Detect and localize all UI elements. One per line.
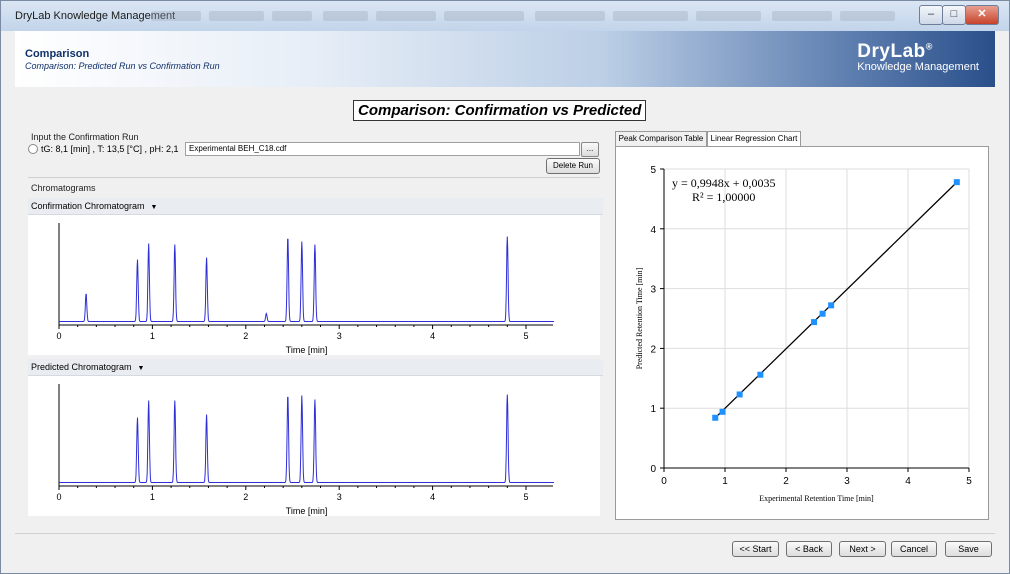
regression-point [811, 319, 818, 326]
dropdown-caret-icon[interactable]: ▼ [150, 204, 158, 211]
tab-linear-regression-chart[interactable]: Linear Regression Chart [707, 131, 801, 147]
regression-y-tick-label: 4 [650, 225, 656, 236]
predicted-chromatogram-x-tick-label: 2 [243, 492, 248, 502]
linear-regression-panel: 0 1 2 3 4 5 0 1 2 3 4 5 Experimental Retention Time … [615, 146, 989, 520]
tab-peak-comparison-table[interactable]: Peak Comparison Table [615, 131, 707, 146]
regression-fit-line [714, 181, 958, 419]
confirmation-chromatogram-x-tick-label: 2 [243, 331, 248, 341]
regression-x-tick-label: 5 [966, 476, 972, 487]
confirmation-chromatogram-x-tick-label: 5 [523, 331, 528, 341]
regression-point [757, 371, 764, 378]
banner-heading: Comparison [25, 48, 90, 60]
regression-y-tick-label: 2 [650, 344, 656, 355]
regression-point [736, 391, 743, 398]
regression-r-squared: R² = 1,00000 [692, 190, 756, 204]
regression-x-tick-label: 4 [905, 476, 911, 487]
header-banner: Comparison Comparison: Predicted Run vs … [15, 31, 995, 87]
dropdown-caret-icon[interactable]: ▼ [137, 365, 145, 372]
confirmation-chromatogram-x-tick-label: 3 [337, 331, 342, 341]
maximize-button[interactable]: □ [942, 5, 966, 25]
regression-y-axis-label: Predicted Retention Time [min] [635, 267, 644, 369]
predicted-chromatogram-x-tick-label: 4 [430, 492, 435, 502]
logo-registered-mark: ® [925, 41, 933, 52]
predicted-chromatogram: 0 1 2 3 4 5 Time [min] [28, 376, 600, 516]
confirmation-chromatogram-header[interactable]: Confirmation Chromatogram ▼ [28, 198, 603, 215]
regression-y-tick-label: 1 [650, 404, 656, 415]
regression-equation: y = 0,9948x + 0,0035 [672, 176, 776, 190]
back-button[interactable]: < Back [786, 541, 832, 557]
confirmation-run-radio[interactable] [28, 144, 38, 154]
regression-y-tick-label: 5 [650, 165, 656, 176]
confirmation-chromatogram-x-tick-label: 4 [430, 331, 435, 341]
title-bar: DryLab Knowledge Management – □ ✕ [1, 1, 1009, 31]
minimize-button[interactable]: – [919, 5, 943, 25]
regression-x-tick-label: 1 [722, 476, 728, 487]
predicted-chromatogram-header[interactable]: Predicted Chromatogram ▼ [28, 359, 603, 376]
regression-x-tick-label: 0 [661, 476, 667, 487]
run-conditions: tG: 8,1 [min] , T: 13,5 [°C] , pH: 2,1 [41, 144, 179, 154]
save-button[interactable]: Save [945, 541, 992, 557]
logo-name: DryLab [857, 41, 926, 62]
predicted-chromatogram-x-axis-label: Time [min] [286, 506, 328, 516]
delete-run-button[interactable]: Delete Run [546, 158, 600, 174]
regression-point [719, 408, 726, 415]
section-divider [28, 177, 600, 178]
predicted-chromatogram-x-tick-label: 3 [337, 492, 342, 502]
browse-button[interactable]: ... [581, 142, 599, 157]
chromatograms-label: Chromatograms [31, 183, 96, 193]
regression-point [953, 179, 960, 186]
regression-y-tick-label: 3 [650, 285, 656, 296]
window-title: DryLab Knowledge Management [15, 10, 176, 22]
confirmation-file-input[interactable]: Experimental BEH_C18.cdf [185, 142, 580, 156]
confirmation-chromatogram-title: Confirmation Chromatogram [31, 201, 145, 211]
confirmation-chromatogram-trace [59, 236, 554, 322]
predicted-chromatogram-x-tick-label: 5 [523, 492, 528, 502]
confirmation-chromatogram: 0 1 2 3 4 5 Time [min] [28, 215, 600, 355]
regression-x-tick-label: 2 [783, 476, 789, 487]
predicted-chromatogram-title: Predicted Chromatogram [31, 362, 132, 372]
predicted-chromatogram-x-tick-label: 1 [150, 492, 155, 502]
background-taskbar [151, 11, 931, 23]
regression-x-axis-label: Experimental Retention Time [min] [759, 494, 874, 503]
cancel-button[interactable]: Cancel [891, 541, 937, 557]
banner-subheading: Comparison: Predicted Run vs Confirmatio… [25, 61, 220, 71]
start-button[interactable]: << Start [732, 541, 779, 557]
footer-divider [15, 533, 995, 534]
logo-tagline: Knowledge Management [857, 61, 979, 73]
next-button[interactable]: Next > [839, 541, 886, 557]
regression-point [712, 414, 719, 421]
predicted-chromatogram-x-tick-label: 0 [56, 492, 61, 502]
confirmation-run-label: Input the Confirmation Run [31, 132, 139, 142]
regression-point [819, 310, 826, 317]
page-title: Comparison: Confirmation vs Predicted [353, 100, 647, 121]
regression-point [828, 302, 835, 309]
confirmation-chromatogram-x-tick-label: 1 [150, 331, 155, 341]
confirmation-chromatogram-x-axis-label: Time [min] [286, 345, 328, 355]
predicted-chromatogram-trace [59, 394, 554, 483]
confirmation-chromatogram-x-tick-label: 0 [56, 331, 61, 341]
regression-y-tick-label: 0 [650, 464, 656, 475]
close-button[interactable]: ✕ [965, 5, 999, 25]
regression-x-tick-label: 3 [844, 476, 850, 487]
drylab-logo: DryLab® Knowledge Management [857, 41, 979, 73]
